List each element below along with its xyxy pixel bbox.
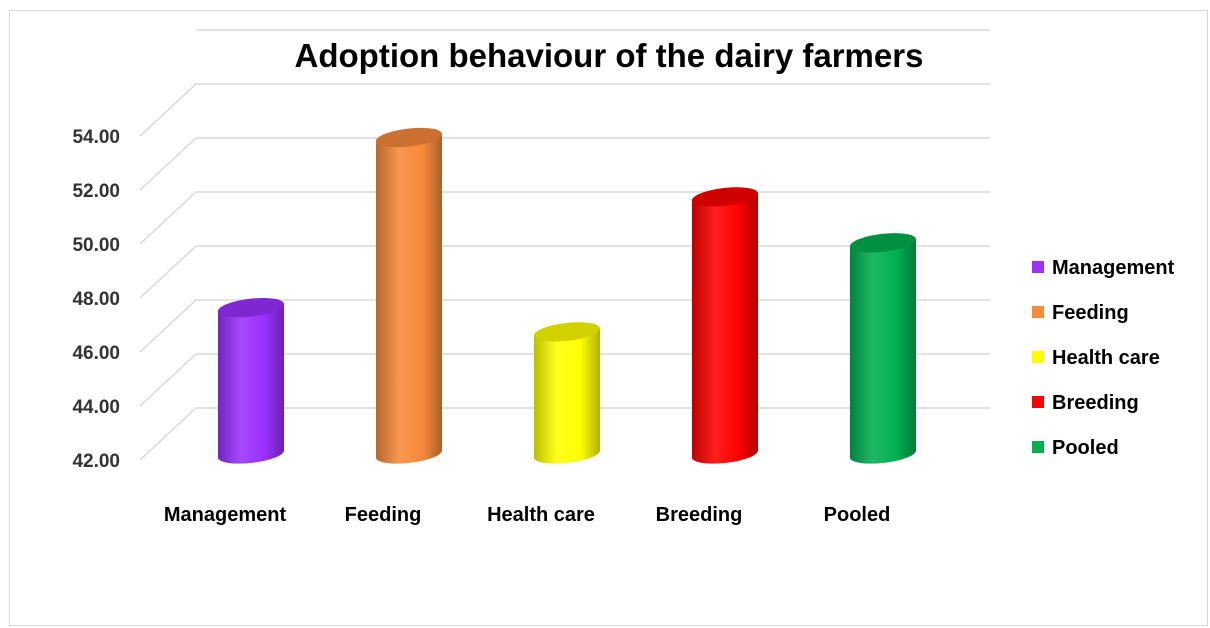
legend-swatch xyxy=(1032,261,1044,273)
bar-top xyxy=(692,187,758,207)
legend-swatch xyxy=(1032,306,1044,318)
legend-swatch xyxy=(1032,396,1044,408)
y-tick-label: 46.00 xyxy=(72,343,120,364)
y-tick-label: 52.00 xyxy=(72,181,120,202)
bar-body xyxy=(692,193,758,464)
bar-top xyxy=(850,233,916,253)
y-tick-label: 48.00 xyxy=(72,289,120,310)
bar-body xyxy=(218,304,284,464)
legend-swatch xyxy=(1032,441,1044,453)
y-axis-ticks: 42.00 44.00 46.00 48.00 50.00 52.00 54.00 xyxy=(72,127,120,472)
legend-label: Breeding xyxy=(1052,392,1139,414)
x-axis-labels: Management Feeding Health care Breeding Pool… xyxy=(164,504,890,526)
bar-body xyxy=(850,239,916,464)
legend-item: Pooled xyxy=(1032,437,1119,459)
bar-management xyxy=(218,297,284,464)
x-tick-label: Health care xyxy=(487,504,595,526)
bar-pooled xyxy=(850,233,916,464)
bars xyxy=(218,127,916,464)
y-tick-label: 50.00 xyxy=(72,235,120,256)
legend-item: Health care xyxy=(1032,347,1160,369)
legend-label: Health care xyxy=(1052,347,1160,369)
x-tick-label: Feeding xyxy=(345,504,422,526)
bar-health-care xyxy=(534,322,600,464)
legend: Management Feeding Health care Breeding Pool… xyxy=(1032,257,1175,459)
bar-feeding xyxy=(376,127,442,464)
legend-label: Pooled xyxy=(1052,437,1119,459)
bar-breeding xyxy=(692,187,758,464)
bar-top xyxy=(218,297,284,318)
chart-frame xyxy=(9,10,1208,626)
bar-top xyxy=(376,127,442,148)
x-tick-label: Pooled xyxy=(824,504,891,526)
legend-item: Feeding xyxy=(1032,302,1129,324)
legend-label: Feeding xyxy=(1052,302,1129,324)
bar-body xyxy=(534,328,600,464)
bar-body xyxy=(376,134,442,464)
legend-item: Management xyxy=(1032,257,1175,279)
x-tick-label: Breeding xyxy=(656,504,743,526)
y-tick-label: 42.00 xyxy=(72,451,120,472)
y-tick-label: 44.00 xyxy=(72,397,120,418)
gridline xyxy=(139,137,990,191)
legend-label: Management xyxy=(1052,257,1175,279)
chart-title: Adoption behaviour of the dairy farmers xyxy=(295,37,924,74)
bar-top xyxy=(534,322,600,342)
gridline xyxy=(139,191,990,245)
legend-item: Breeding xyxy=(1032,392,1139,414)
x-tick-label: Management xyxy=(164,504,287,526)
gridline xyxy=(139,83,990,137)
legend-swatch xyxy=(1032,351,1044,363)
y-tick-label: 54.00 xyxy=(72,127,120,148)
